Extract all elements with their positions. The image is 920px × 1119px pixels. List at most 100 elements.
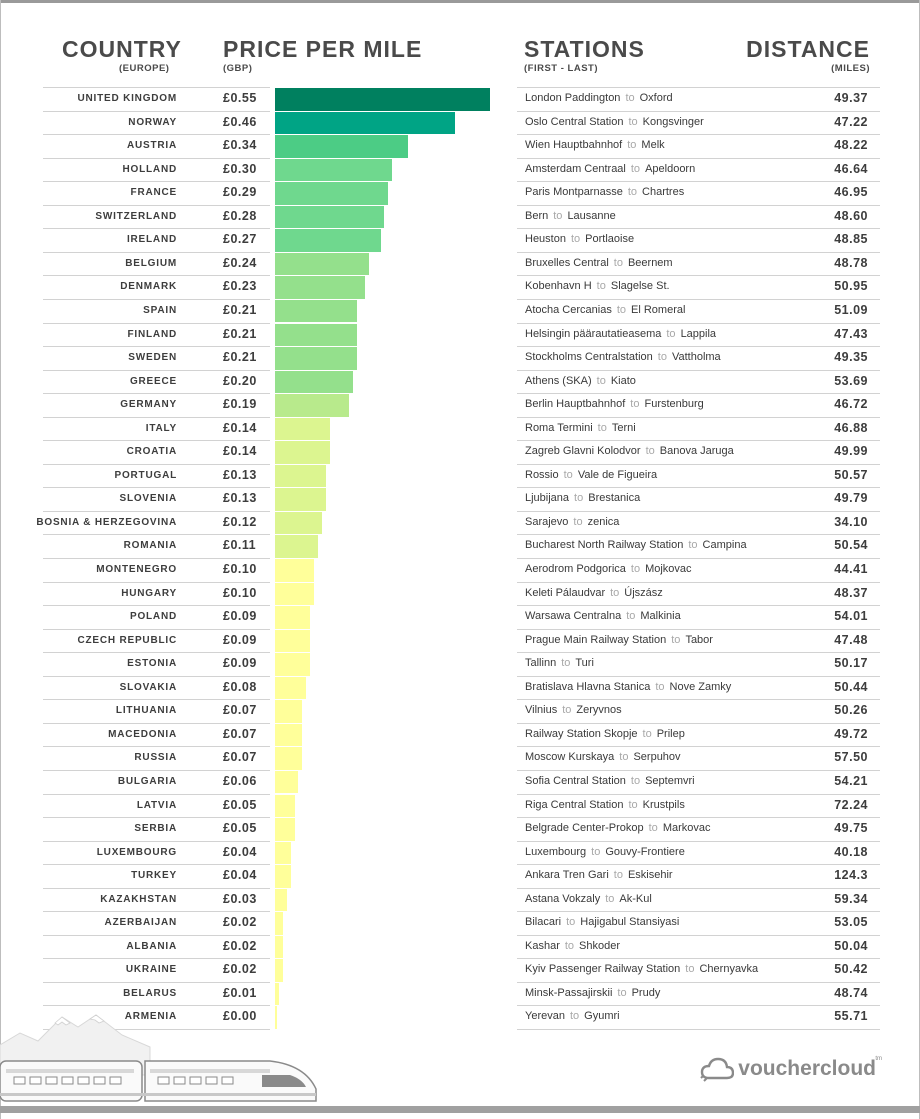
station-first: Kobenhavn H — [525, 280, 592, 293]
table-row: SLOVAKIA £0.08 Bratislava Hlavna Stanica to… — [0, 675, 920, 700]
price-label: £0.34 — [223, 138, 257, 153]
distance-value: 49.79 — [834, 491, 868, 506]
country-label: SPAIN — [143, 304, 177, 316]
station-connector: to — [613, 869, 623, 882]
distance-value: 48.22 — [834, 138, 868, 153]
station-first: Kashar — [525, 939, 560, 952]
station-first: Rossio — [525, 468, 559, 481]
price-label: £0.28 — [223, 208, 257, 223]
table-row: POLAND £0.09 Warsawa Centralna to Malkinia 54… — [0, 605, 920, 629]
price-bar — [275, 582, 315, 606]
price-bar — [275, 229, 381, 252]
row-divider — [43, 157, 270, 159]
footer-rail — [0, 1106, 920, 1113]
price-bar — [275, 464, 326, 488]
station-first: Warsawa Centralna — [525, 610, 622, 623]
country-label: RUSSIA — [134, 752, 177, 764]
station-route: Sofia Central Station to Septemvri — [525, 775, 695, 788]
distance-value: 48.74 — [834, 985, 868, 1000]
price-bar — [275, 323, 358, 346]
price-bar — [275, 276, 365, 299]
row-divider — [517, 251, 880, 253]
station-route: Wien Hauptbahnhof to Melk — [525, 139, 665, 152]
row-divider — [517, 887, 880, 889]
country-header-sub: (EUROPE) — [119, 63, 170, 74]
station-last: Lappila — [680, 327, 717, 340]
price-label: £0.03 — [223, 891, 257, 906]
stations-header-title: STATIONS — [524, 36, 645, 62]
station-connector: to — [566, 916, 576, 929]
distance-value: 48.37 — [834, 585, 868, 600]
row-divider — [517, 817, 880, 819]
price-bar — [275, 818, 295, 841]
stations-header: STATIONS (FIRST - LAST) — [524, 36, 645, 75]
country-label: MACEDONIA — [108, 728, 177, 740]
station-last: Portlaoise — [585, 233, 635, 246]
row-divider — [43, 652, 270, 654]
station-connector: to — [573, 515, 583, 528]
station-connector: to — [617, 986, 627, 999]
row-divider — [43, 440, 270, 442]
row-divider — [43, 322, 270, 324]
station-first: Belgrade Center-Prokop — [525, 822, 644, 835]
table-row: NORWAY £0.46 Oslo Central Station to Kongsvi… — [0, 110, 920, 135]
station-connector: to — [685, 963, 695, 976]
row-divider — [43, 887, 270, 889]
price-label: £0.10 — [223, 585, 257, 600]
country-label: NORWAY — [128, 116, 177, 128]
station-connector: to — [563, 468, 573, 481]
table-row: ARMENIA £0.00 Yerevan to Gyumri 55.71 — [0, 1005, 920, 1029]
row-divider — [517, 393, 880, 395]
price-label: £0.10 — [223, 562, 257, 576]
station-first: Heuston — [525, 233, 566, 246]
row-divider — [43, 958, 270, 960]
station-last: zenica — [587, 515, 620, 528]
table-row: TURKEY £0.04 Ankara Tren Gari to Eskisehir 12… — [0, 864, 920, 888]
distance-value: 44.41 — [834, 562, 868, 576]
station-connector: to — [648, 822, 658, 835]
row-divider — [43, 817, 270, 819]
row-divider — [517, 487, 880, 489]
station-last: Nove Zamky — [669, 680, 732, 693]
row-divider — [43, 981, 270, 983]
price-bar — [275, 535, 318, 558]
price-header-sub: (GBP) — [223, 63, 253, 74]
station-first: Astana Vokzaly — [525, 892, 601, 905]
table-row: GERMANY £0.19 Berlin Hauptbahnhof to Fursten… — [0, 393, 920, 417]
table-row: DENMARK £0.23 Kobenhavn H to Slagelse St. 50.… — [0, 275, 920, 299]
price-label: £0.04 — [223, 844, 257, 859]
station-first: Prague Main Railway Station — [525, 633, 667, 646]
price-label: £0.23 — [223, 279, 257, 294]
distance-value: 47.48 — [834, 632, 868, 647]
row-divider — [43, 275, 270, 277]
station-route: Prague Main Railway Station to Tabor — [525, 634, 713, 647]
country-label: ROMANIA — [123, 540, 177, 552]
station-route: Tallinn to Turi — [525, 657, 594, 670]
row-divider — [43, 181, 270, 183]
station-last: Furstenburg — [644, 398, 704, 411]
price-bar — [275, 252, 369, 276]
row-divider — [517, 87, 880, 88]
row-divider — [43, 675, 270, 677]
row-divider — [517, 298, 880, 300]
row-divider — [43, 346, 270, 348]
row-divider — [43, 369, 270, 371]
country-label: UKRAINE — [125, 964, 177, 976]
station-first: London Paddington — [525, 92, 621, 104]
station-last: Turi — [575, 657, 594, 670]
row-divider — [517, 275, 880, 277]
row-divider — [517, 981, 880, 983]
price-label: £0.21 — [223, 350, 257, 365]
row-divider — [43, 87, 270, 88]
country-header: COUNTRY (EUROPE) — [62, 36, 182, 75]
station-last: Prudy — [631, 986, 661, 999]
table-row: ALBANIA £0.02 Kashar to Shkoder 50.04 — [0, 934, 920, 959]
station-connector: to — [626, 610, 636, 623]
train-icon — [0, 1060, 317, 1102]
top-border — [0, 0, 920, 3]
station-route: Oslo Central Station to Kongsvinger — [525, 116, 704, 129]
station-last: El Romeral — [631, 303, 686, 316]
price-bar — [275, 111, 455, 135]
price-bar — [275, 135, 408, 158]
station-route: Athens (SKA) to Kiato — [525, 375, 636, 388]
